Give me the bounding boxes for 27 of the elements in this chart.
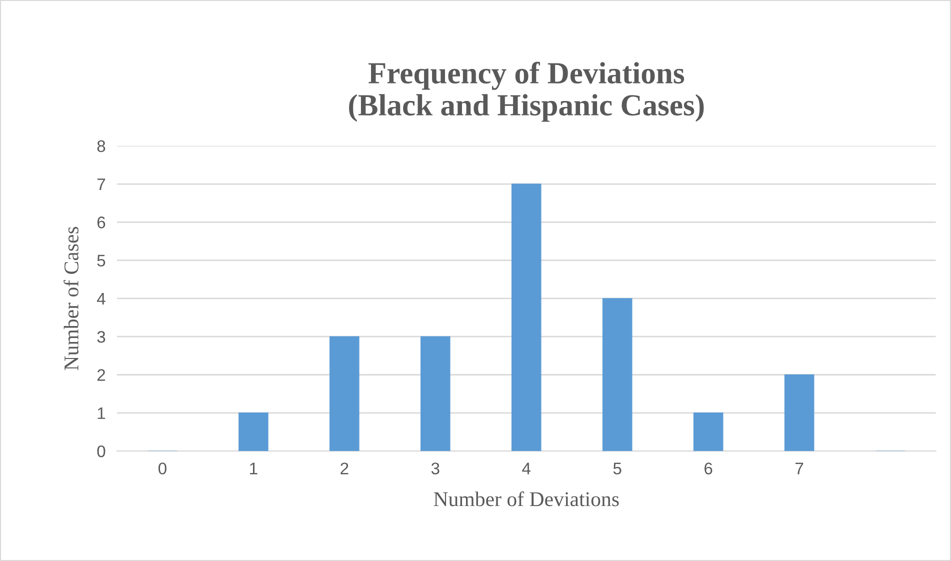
bar bbox=[693, 412, 724, 452]
x-tick-label: 0 bbox=[158, 462, 166, 474]
chart-title: Frequency of Deviations (Black and Hispanic Cases) bbox=[349, 62, 704, 122]
y-tick-label: 3 bbox=[97, 331, 106, 343]
x-axis-title: Number of Deviations bbox=[434, 491, 619, 506]
x-tick-label: 3 bbox=[431, 462, 440, 474]
x-tick-label: 5 bbox=[613, 462, 622, 474]
bar bbox=[784, 374, 814, 452]
y-tick-label: 5 bbox=[97, 254, 106, 267]
bar bbox=[511, 184, 542, 452]
y-tick-label: 7 bbox=[97, 178, 106, 190]
y-tick-label: 2 bbox=[97, 369, 106, 381]
y-tick-label: 6 bbox=[97, 216, 106, 228]
y-tick-label: 8 bbox=[97, 140, 106, 152]
bar bbox=[602, 298, 632, 452]
y-tick-label: 1 bbox=[98, 407, 106, 419]
y-axis-title: Number of Cases bbox=[64, 226, 78, 370]
x-tick-label: 7 bbox=[796, 462, 804, 474]
x-tick-label: 1 bbox=[250, 462, 258, 474]
y-tick-label: 0 bbox=[97, 445, 106, 458]
bar bbox=[238, 412, 268, 452]
x-tick-label: 4 bbox=[522, 462, 531, 474]
bar bbox=[330, 336, 360, 452]
x-tick-label: 6 bbox=[704, 462, 712, 474]
bar bbox=[420, 336, 450, 452]
x-tick-label: 2 bbox=[340, 462, 348, 474]
y-tick-label: 4 bbox=[96, 293, 106, 304]
